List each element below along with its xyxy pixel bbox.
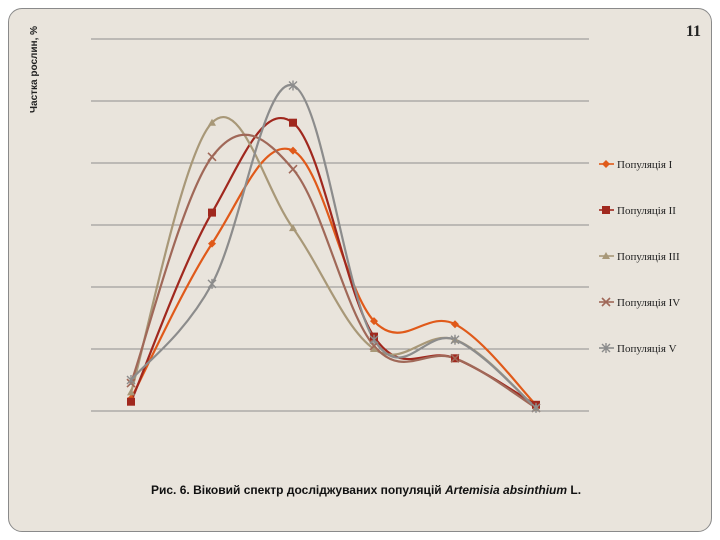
legend-label: Популяція I [617, 159, 673, 171]
line-chart: Популяція I Популяція II Популяція III Попу… [91, 38, 680, 413]
data-point-marker [450, 353, 460, 363]
legend-marker [602, 252, 610, 259]
data-point-marker [289, 118, 297, 127]
data-point-marker [288, 164, 298, 174]
data-point-marker [370, 345, 378, 352]
data-point-marker [450, 334, 460, 345]
page-number: 11 [685, 23, 701, 40]
series-markers [126, 80, 541, 413]
data-point-marker [126, 375, 136, 385]
series-lines [129, 84, 537, 409]
data-point-marker [288, 80, 298, 91]
data-point-marker [531, 402, 541, 413]
caption-prefix: Рис. 6. Віковий спектр досліджуваних поп… [151, 483, 442, 497]
data-point-marker [451, 320, 459, 329]
series-line-4 [129, 133, 537, 409]
data-point-marker [208, 208, 216, 217]
series-line-3 [129, 116, 537, 409]
data-point-marker [208, 239, 216, 248]
data-point-marker [207, 278, 217, 289]
legend-marker [601, 343, 611, 353]
data-point-marker [289, 146, 297, 155]
data-point-marker [289, 224, 297, 232]
data-point-marker [127, 397, 135, 406]
legend-label: Популяція V [617, 343, 677, 355]
legend-marker [601, 297, 611, 307]
data-point-marker [369, 334, 379, 345]
figure-caption: Рис. 6. Віковий спектр досліджуваних поп… [151, 483, 581, 497]
series-line-1 [130, 147, 537, 406]
slide: 11 Частка рослин, % Популяція I Популяція… [8, 8, 712, 532]
legend-marker [602, 160, 610, 168]
series-line-5 [130, 84, 537, 409]
data-point-marker [127, 388, 135, 396]
data-point-marker [207, 152, 217, 162]
legend-label: Популяція III [617, 251, 680, 263]
data-point-marker [208, 118, 216, 126]
data-point-marker [370, 317, 378, 326]
caption-species: Artemisia absinthium [445, 483, 568, 497]
legend: Популяція I Популяція II Популяція III Попу… [599, 159, 680, 355]
legend-marker [602, 206, 610, 214]
legend-label: Популяція IV [617, 297, 680, 309]
caption-suffix: L. [570, 483, 582, 497]
legend-label: Популяція II [617, 205, 676, 217]
